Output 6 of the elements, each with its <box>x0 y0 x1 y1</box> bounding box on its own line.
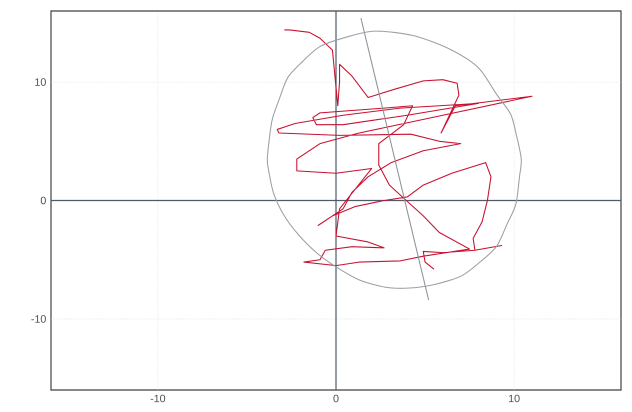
x-tick-label: 0 <box>333 394 339 402</box>
y-tick-label: 0 <box>40 196 46 204</box>
y-tick-label: -10 <box>31 315 46 323</box>
x-tick-label: -10 <box>150 394 166 402</box>
y-tick-label: 10 <box>35 78 46 86</box>
x-tick-label: 10 <box>509 394 520 402</box>
